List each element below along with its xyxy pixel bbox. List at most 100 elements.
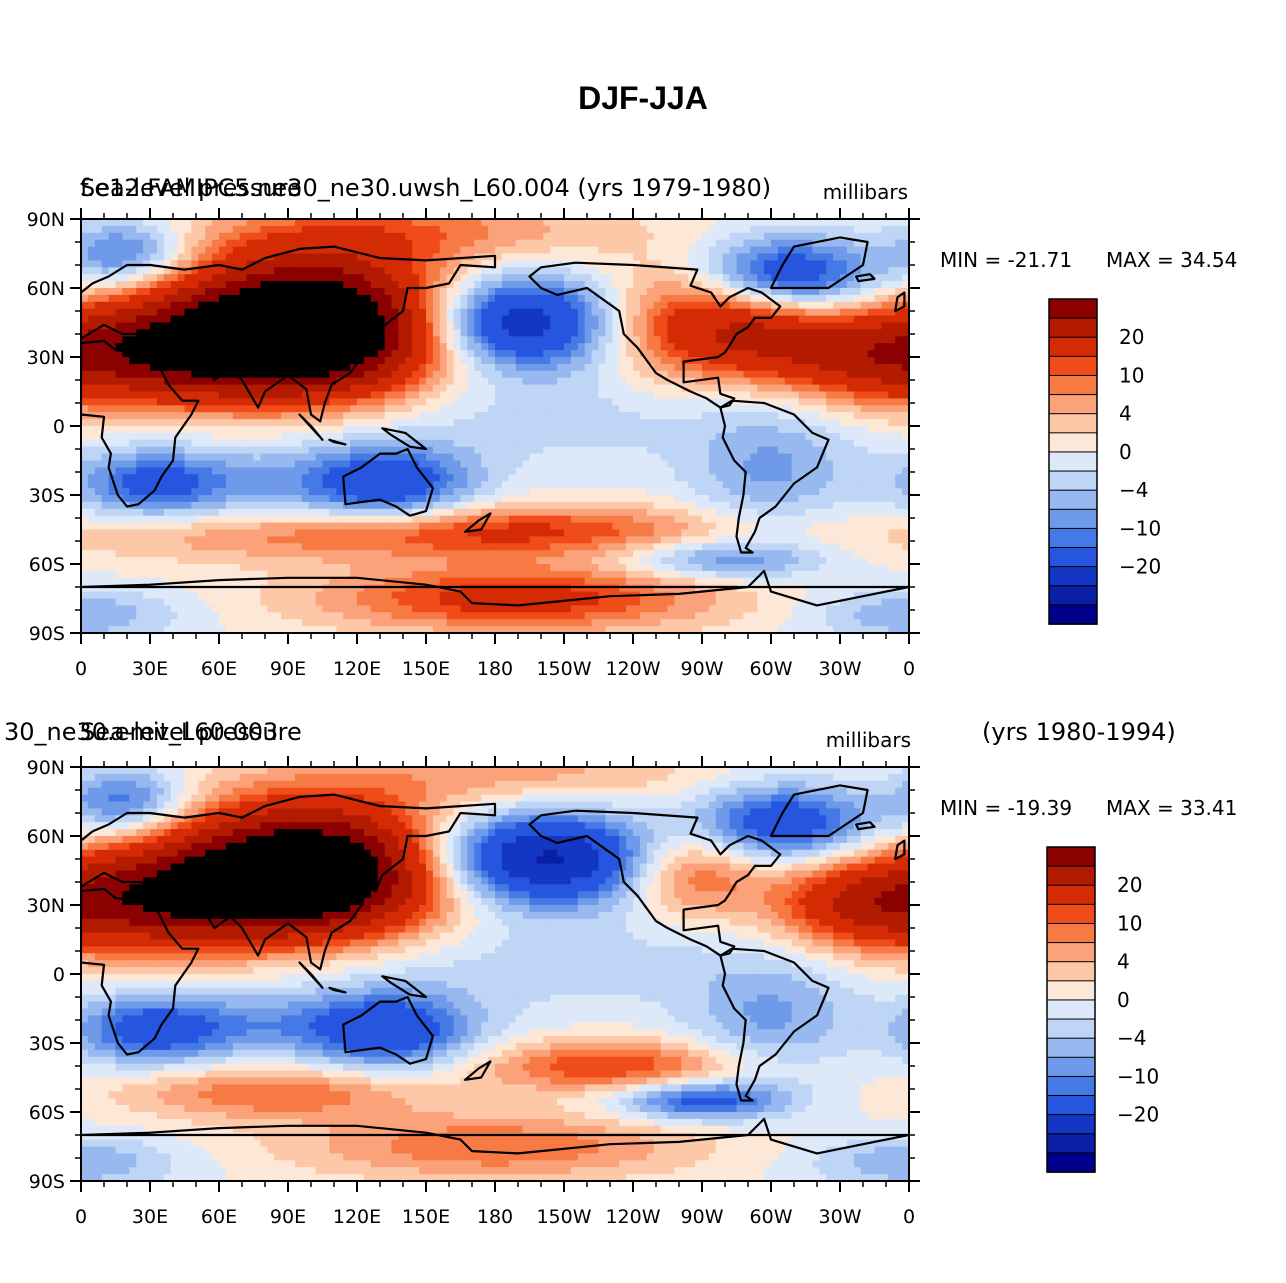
field-cell [826, 474, 834, 482]
field-cell [798, 294, 807, 303]
field-cell [274, 322, 282, 330]
field-cell [163, 315, 172, 324]
field-cell [660, 274, 669, 282]
field-cell [315, 474, 324, 482]
field-cell [301, 274, 310, 282]
field-cell [377, 488, 386, 496]
field-cell [702, 405, 710, 413]
field-cell [336, 453, 344, 462]
field-cell [708, 225, 717, 234]
field-cell [288, 460, 296, 468]
field-cell [529, 350, 537, 358]
field-cell [405, 336, 413, 344]
field-cell [819, 239, 827, 248]
field-cell [301, 474, 310, 482]
field-cell [550, 501, 558, 510]
field-cell [495, 384, 503, 393]
field-cell [826, 315, 834, 324]
field-cell [702, 308, 710, 317]
field-cell [177, 488, 186, 496]
field-cell [294, 301, 303, 310]
field-cell [384, 329, 393, 337]
field-cell [108, 253, 117, 261]
field-cell [329, 308, 337, 317]
field-cell [467, 370, 475, 379]
field-cell [108, 446, 117, 455]
field-cell [867, 343, 876, 351]
field-cell [301, 260, 310, 268]
field-cell [598, 357, 606, 365]
field-cell [619, 225, 627, 234]
field-cell [860, 439, 869, 448]
field-cell [612, 336, 620, 344]
field-cell [136, 405, 144, 413]
field-cell [522, 253, 531, 261]
field-cell [170, 419, 179, 427]
field-cell [370, 412, 379, 420]
field-cell [156, 336, 165, 344]
field-cell [867, 488, 876, 496]
field-cell [239, 336, 248, 344]
field-cell [674, 391, 682, 399]
field-cell [729, 474, 738, 482]
field-cell [260, 501, 268, 510]
field-cell [708, 281, 717, 289]
field-cell [370, 232, 379, 241]
field-cell [363, 488, 372, 496]
field-cell [722, 488, 731, 496]
field-cell [357, 453, 365, 462]
field-cell [522, 426, 531, 434]
field-cell [888, 219, 896, 227]
field-cell [888, 426, 896, 434]
field-cell [163, 398, 172, 406]
field-cell [598, 274, 606, 282]
field-cell [439, 288, 448, 296]
field-cell [219, 446, 227, 455]
field-cell [902, 432, 909, 441]
field-cell [136, 495, 144, 503]
field-cell [536, 412, 544, 420]
field-cell [219, 432, 227, 441]
field-cell [660, 439, 669, 448]
field-cell [219, 460, 227, 468]
field-cell [426, 467, 434, 475]
field-cell [695, 260, 703, 268]
field-cell [377, 501, 386, 510]
field-cell [681, 315, 689, 324]
field-cell [156, 246, 165, 255]
field-cell [584, 281, 593, 289]
field-cell [350, 398, 358, 406]
field-cell [536, 225, 544, 234]
field-cell [646, 308, 655, 317]
field-cell [812, 412, 820, 420]
field-cell [370, 343, 379, 351]
field-cell [163, 488, 172, 496]
field-cell [695, 370, 703, 379]
field-cell [543, 419, 551, 427]
field-cell [812, 308, 820, 317]
field-cell [853, 267, 862, 275]
field-cell [184, 426, 192, 434]
field-cell [633, 329, 641, 337]
field-cell [81, 219, 89, 227]
field-cell [343, 432, 351, 441]
field-cell [495, 370, 503, 379]
field-cell [177, 308, 186, 317]
field-cell [501, 370, 510, 379]
field-cell [101, 232, 110, 241]
field-cell [888, 460, 896, 468]
field-cell [315, 301, 324, 310]
field-cell [584, 412, 593, 420]
field-cell [791, 481, 800, 489]
field-cell [833, 488, 841, 496]
field-cell [225, 453, 234, 462]
field-cell [633, 219, 641, 227]
field-cell [446, 467, 455, 475]
field-cell [460, 363, 468, 372]
field-cell [412, 439, 420, 448]
field-cell [377, 260, 386, 268]
field-cell [363, 253, 372, 261]
field-cell [508, 232, 517, 241]
field-cell [501, 467, 510, 475]
field-cell [439, 329, 448, 337]
